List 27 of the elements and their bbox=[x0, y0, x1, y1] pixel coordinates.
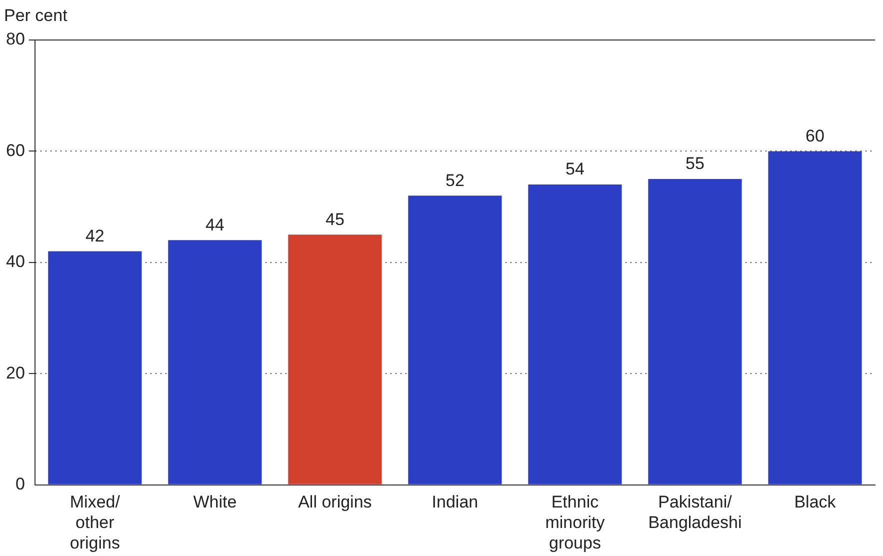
y-tick-label: 40 bbox=[6, 252, 25, 272]
x-tick-label: Indian bbox=[432, 492, 478, 512]
y-axis-title: Per cent bbox=[4, 6, 68, 26]
data-label: 60 bbox=[806, 126, 824, 146]
x-tick-label: Mixed/ other origins bbox=[70, 492, 120, 552]
bar bbox=[48, 251, 142, 484]
data-label: 45 bbox=[325, 210, 344, 229]
x-tick-label: All origins bbox=[298, 492, 372, 512]
x-tick-label: Pakistani/ Bangladeshi bbox=[648, 492, 742, 532]
y-tick-label: 80 bbox=[6, 30, 25, 49]
data-label: 42 bbox=[85, 226, 104, 246]
x-tick-label: Ethnic minority groups bbox=[545, 492, 606, 552]
bar bbox=[408, 196, 502, 484]
x-tick-label: Black bbox=[794, 492, 836, 512]
data-label: 44 bbox=[205, 215, 224, 234]
bar bbox=[288, 234, 382, 484]
data-label: 55 bbox=[686, 154, 704, 174]
data-label: 54 bbox=[566, 160, 584, 179]
bar bbox=[528, 184, 622, 484]
bar bbox=[168, 240, 262, 484]
x-tick-label: White bbox=[193, 492, 237, 512]
bar bbox=[648, 179, 742, 484]
y-tick-label: 20 bbox=[6, 363, 25, 382]
y-tick-label: 60 bbox=[6, 140, 25, 160]
data-label: 52 bbox=[445, 170, 464, 190]
bar bbox=[768, 151, 862, 484]
y-tick-label: 0 bbox=[15, 474, 25, 494]
